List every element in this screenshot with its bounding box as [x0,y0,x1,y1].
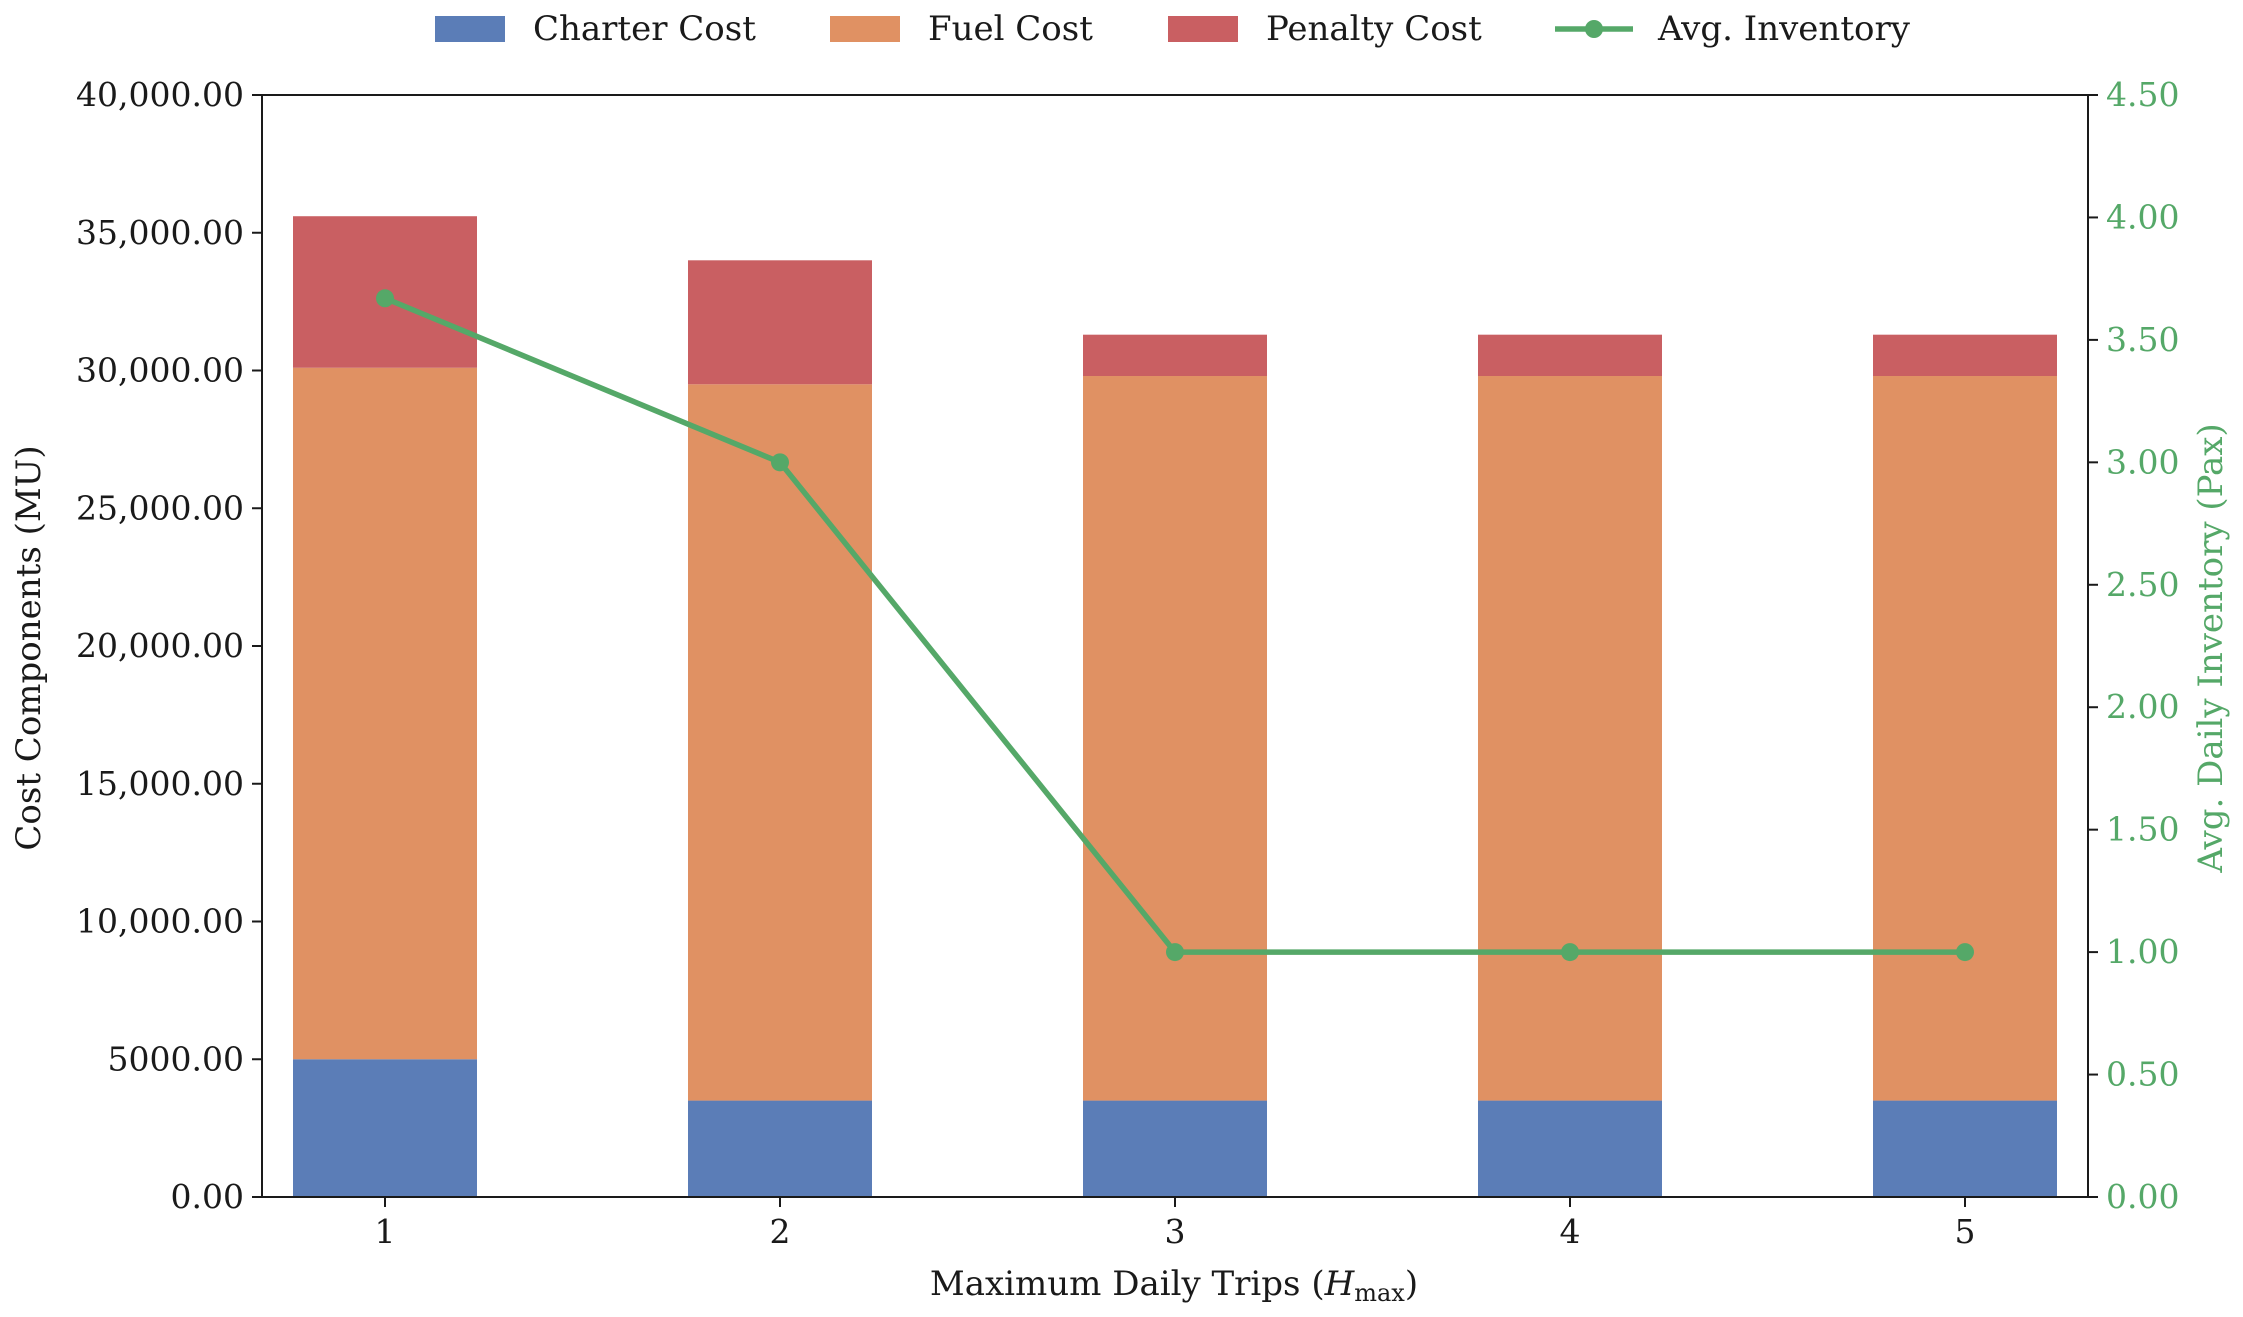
legend-swatch [830,16,900,42]
x-axis-title-main: Maximum Daily Trips ( [930,1264,1325,1304]
y-right-tick-label: 4.50 [2106,75,2179,114]
bar-charter-cost-5 [1873,1100,2057,1197]
bar-penalty-cost-5 [1873,334,2057,377]
y-tick-label: 15,000.00 [76,764,244,803]
x-tick-label: 5 [1955,1212,1976,1251]
bar-fuel-cost-1 [293,367,477,1060]
x-tick-label: 2 [770,1212,791,1251]
bar-fuel-cost-4 [1478,376,1662,1101]
y-right-tick-label: 1.50 [2106,810,2179,849]
legend-item-penalty-cost: Penalty Cost [1168,9,1482,49]
line-point-1 [376,289,394,308]
legend-swatch [1168,16,1238,42]
y-tick-label: 0.00 [171,1177,244,1216]
y-axis-title: Cost Components (MU) [9,445,49,850]
x-axis-title: Maximum Daily Trips (Hmax) [930,1264,1418,1307]
bar-charter-cost-4 [1478,1100,1662,1197]
x-tick-label: 4 [1560,1212,1581,1251]
y-tick-label: 40,000.00 [76,75,244,114]
y-axis-right-title: Avg. Daily Inventory (Pax) [2191,423,2231,873]
line-point-5 [1956,943,1974,962]
line-point-4 [1561,943,1579,962]
line-layer [376,289,1974,962]
y-tick-label: 25,000.00 [76,488,244,527]
bar-penalty-cost-3 [1083,334,1267,377]
bar-fuel-cost-5 [1873,376,2057,1101]
x-tick-label: 3 [1165,1212,1186,1251]
axes-layer: 0.005000.0010,000.0015,000.0020,000.0025… [76,75,2179,1251]
legend-label: Fuel Cost [928,9,1093,49]
bar-penalty-cost-2 [688,260,872,385]
legend-label: Penalty Cost [1266,9,1482,49]
legend-marker [1585,20,1603,38]
x-axis-title-sub: max [1354,1279,1405,1307]
x-axis-title-var: H [1324,1264,1356,1304]
bars-layer [293,216,2057,1197]
legend: Charter Cost Fuel Cost Penalty Cost Avg. In… [435,9,1911,49]
legend-swatch [435,16,505,42]
y-right-tick-label: 3.00 [2106,442,2179,481]
line-point-3 [1166,943,1184,962]
legend-item-charter-cost: Charter Cost [435,9,756,49]
legend-label: Charter Cost [533,9,756,49]
y-right-tick-label: 0.00 [2106,1177,2179,1216]
bar-fuel-cost-3 [1083,376,1267,1101]
legend-item-fuel-cost: Fuel Cost [830,9,1093,49]
bar-charter-cost-1 [293,1059,477,1197]
bar-fuel-cost-2 [688,384,872,1101]
y-tick-label: 35,000.00 [76,213,244,252]
y-right-tick-label: 0.50 [2106,1055,2179,1094]
bar-charter-cost-3 [1083,1100,1267,1197]
x-tick-label: 1 [375,1212,396,1251]
legend-item-avg-inventory: Avg. Inventory [1555,9,1911,49]
y-right-tick-label: 4.00 [2106,197,2179,236]
y-tick-label: 5000.00 [108,1039,244,1078]
bar-penalty-cost-4 [1478,334,1662,377]
y-right-tick-label: 1.00 [2106,932,2179,971]
y-tick-label: 20,000.00 [76,626,244,665]
y-right-tick-label: 2.50 [2106,565,2179,604]
legend-label: Avg. Inventory [1657,9,1911,49]
y-tick-label: 30,000.00 [76,351,244,390]
line-point-2 [771,453,789,472]
bar-charter-cost-2 [688,1100,872,1197]
x-axis-title-close: ) [1405,1264,1418,1304]
y-tick-label: 10,000.00 [76,902,244,941]
y-right-tick-label: 3.50 [2106,320,2179,359]
y-right-tick-label: 2.00 [2106,687,2179,726]
